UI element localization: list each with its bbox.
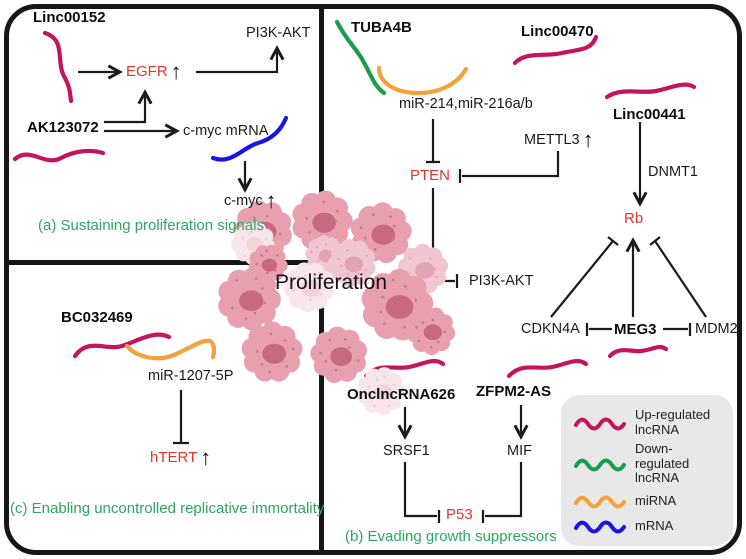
tumor-cell [327,239,376,288]
srsf1-label: SRSF1 [383,443,430,459]
linc00441-lncrna-wave [604,82,697,100]
up-arrow: ↑ [200,445,212,470]
inhibit-cdkn4a-rb [550,236,619,318]
egfr-label: EGFR ↑ [126,61,182,83]
arrow-ak123072-egfr [104,89,153,124]
tuba4b-label: TUBA4B [351,19,412,36]
cmyc-mrna-label: c-myc mRNA [183,123,269,139]
horizontal-divider [8,260,321,265]
panel-b-caption: (b) Evading growth suppressors [345,528,557,545]
panel-a-caption: (a) Sustaining proliferation signals [38,217,264,234]
inhibit-mettl3-pten [458,151,560,183]
mrna-icon [574,520,626,534]
mdm2-label: MDM2 [695,321,738,337]
meg3-lncrna-wave [607,344,669,359]
tumor-cell [218,267,281,331]
cdkn4a-label: CDKN4A [521,321,580,337]
tumor-cell [310,326,367,383]
legend-box: Up-regulated lncRNA Down-regulated lncRN… [561,395,733,546]
inhibit-meg3-mdm2 [663,323,692,336]
mif-label: MIF [507,443,532,459]
tumor-cell [357,367,406,416]
legend-item-mrna: mRNA [573,516,725,536]
mir1207-label: miR-1207-5P [148,368,234,384]
inhibit-mir1207-htert [173,390,189,445]
cmyc-label: c-myc ↑ [224,190,277,212]
legend-item-mirna: miRNA [573,491,725,511]
legend-label: mRNA [635,517,674,533]
linc00470-label: Linc00470 [521,23,594,40]
pten-label: PTEN [410,167,451,184]
mettl3-text: METTL3 [524,132,580,148]
cmyc-text: c-myc [224,193,263,209]
legend-item-down-lncrna: Down-regulated lncRNA [573,441,725,486]
onclncrna626-lncrna-wave [363,358,446,379]
mir214-mirna-wave [376,65,469,96]
up-arrow: ↑ [582,127,594,152]
linc00470-lncrna-wave [512,34,599,66]
tumor-cell [407,307,456,356]
arrow-egfr-pi3kakt [196,45,285,74]
linc00152-label: Linc00152 [33,9,106,26]
legend-item-up-lncrna: Up-regulated lncRNA [573,407,725,437]
up-arrow: ↑ [170,59,182,84]
legend-label: Up-regulated lncRNA [635,407,711,437]
up-regulated-lncrna-icon [574,417,626,431]
inhibit-mdm2-rb [649,236,707,318]
zfpm2as-lncrna-wave [506,358,589,379]
tumor-cell [241,321,303,382]
mir1207-mirna-wave [124,338,217,361]
legend-label: miRNA [635,492,677,508]
down-regulated-lncrna-icon [574,458,626,472]
tumor-cell [283,262,334,313]
meg3-label: MEG3 [614,321,657,338]
mirna-icon [574,495,626,509]
egfr-text: EGFR [126,63,168,80]
linc00441-label: Linc00441 [613,106,686,123]
dnmt1-label: DNMT1 [648,164,698,180]
up-arrow: ↑ [265,188,277,213]
tumor-cell [292,190,353,252]
inhibit-mif-p53 [481,462,523,523]
outer-border [4,4,742,555]
rb-label: Rb [624,210,644,227]
tuba4b-lncrna-wave [334,19,387,96]
htert-text: hTERT [150,449,198,466]
inhibit-meg3-cdkn4a [585,323,612,336]
bc032469-label: BC032469 [61,309,133,326]
proliferation-label: Proliferation [274,271,388,294]
zfpm2as-label: ZFPM2-AS [476,383,551,400]
inhibit-mir214-pten [426,119,440,164]
htert-label: hTERT ↑ [150,447,211,469]
bc032469-lncrna-wave [72,332,172,359]
ak123072-lncrna-wave [12,148,106,163]
cmyc-mrna-wave [210,115,289,162]
pi3k-akt-label-b: PI3K-AKT [469,273,534,289]
panel-c-caption: (c) Enabling uncontrolled replicative im… [10,500,325,517]
linc00152-lncrna-wave [42,30,74,104]
ak123072-label: AK123072 [27,119,99,136]
p53-label: P53 [446,506,473,523]
onclncrna626-label: OnclncRNA626 [347,386,456,403]
mir214-label: miR-214,miR-216a/b [399,96,533,112]
inhibit-srsf1-p53 [403,462,441,523]
legend-label: Down-regulated lncRNA [635,441,690,486]
pi3k-akt-label-a: PI3K-AKT [246,25,311,41]
mettl3-label: METTL3 ↑ [524,129,594,151]
